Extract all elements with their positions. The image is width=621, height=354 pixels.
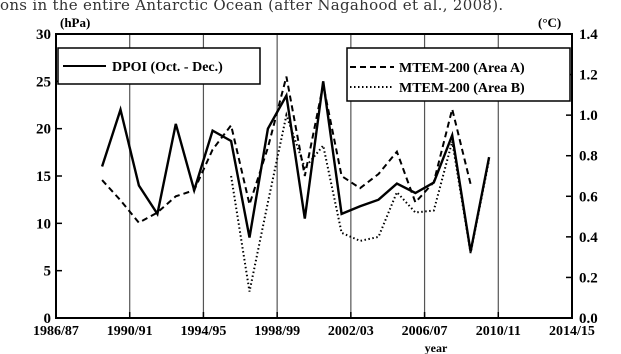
legend-mtem: MTEM-200 (Area A) MTEM-200 (Area B) [346, 47, 571, 102]
x-axis: 1986/87 1990/91 1994/95 1998/99 2002/03 2006/… [33, 312, 595, 339]
right-y-tick-label: 0.0 [579, 311, 598, 327]
vertical-gridlines [129, 34, 499, 318]
series-line-solid [100, 81, 491, 252]
left-y-tick-label: 10 [36, 216, 51, 232]
x-tick-label: 2014/15 [549, 324, 595, 339]
right-y-tick-label: 1.0 [579, 108, 598, 124]
left-y-tick-label: 30 [36, 27, 51, 43]
x-tick-label: 2002/03 [328, 324, 374, 339]
x-tick-label: 2010/11 [476, 324, 521, 339]
legend-mtem-box [346, 47, 571, 102]
right-y-tick-label: 1.2 [579, 68, 598, 84]
left-y-tick-label: 0 [44, 311, 52, 327]
legend-dpoi-box [57, 47, 261, 85]
right-y-axis: 0.0 0.2 0.4 0.6 0.8 1.0 1.2 1.4 [566, 27, 598, 327]
left-y-axis: 0 5 10 15 20 25 30 [36, 27, 62, 327]
x-axis-label: year [425, 341, 448, 354]
x-tick-label: 1998/99 [254, 324, 300, 339]
figure-caption-fragment: ons in the entire Antarctic Ocean (after… [0, 0, 504, 14]
legend-dpoi-label: DPOI (Oct. - Dec.) [112, 60, 223, 75]
right-y-tick-label: 0.6 [579, 189, 598, 205]
series-line-dashed [101, 76, 472, 224]
left-y-tick-label: 20 [36, 122, 51, 138]
left-y-tick-label: 5 [44, 264, 52, 280]
x-tick-label: 1986/87 [33, 324, 79, 339]
legend-mtem-b-label: MTEM-200 (Area B) [399, 81, 525, 96]
series-line-dotted [230, 111, 491, 292]
left-axis-unit: (hPa) [60, 15, 90, 30]
series-layer [100, 76, 491, 292]
x-tick-label: 2006/07 [402, 324, 448, 339]
right-y-tick-label: 1.4 [579, 27, 598, 43]
right-y-tick-label: 0.4 [579, 230, 598, 246]
legend-dpoi: DPOI (Oct. - Dec.) [57, 47, 261, 85]
left-y-tick-label: 15 [36, 169, 51, 185]
legend-mtem-a-label: MTEM-200 (Area A) [399, 61, 525, 76]
x-tick-label: 1990/91 [107, 324, 153, 339]
right-axis-unit: (°C) [538, 15, 561, 30]
right-y-tick-label: 0.2 [579, 270, 598, 286]
x-tick-label: 1994/95 [180, 324, 226, 339]
left-y-tick-label: 25 [36, 74, 51, 90]
right-y-tick-label: 0.8 [579, 149, 598, 165]
